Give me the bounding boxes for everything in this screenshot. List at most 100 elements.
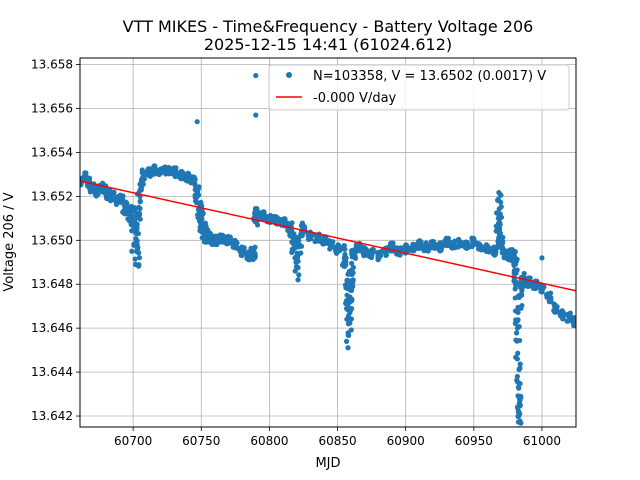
- data-point-cluster: [183, 170, 192, 184]
- data-point: [518, 283, 524, 289]
- data-point: [410, 241, 416, 247]
- data-point: [346, 299, 352, 306]
- data-point: [132, 256, 138, 262]
- data-point-cluster: [421, 240, 431, 254]
- data-point: [484, 248, 490, 255]
- data-point: [514, 373, 521, 380]
- data-point: [422, 246, 429, 252]
- y-tick-label: 13.650: [31, 233, 73, 247]
- x-tick-label: 60950: [455, 434, 493, 448]
- data-point: [333, 250, 340, 256]
- data-point: [301, 225, 308, 231]
- data-point-cluster: [496, 234, 506, 255]
- data-point: [202, 220, 208, 226]
- x-tick-label: 60800: [250, 434, 288, 448]
- data-point: [397, 246, 403, 252]
- data-point-cluster: [143, 166, 153, 179]
- data-point-cluster: [224, 233, 233, 247]
- data-point: [163, 171, 169, 177]
- data-point: [141, 175, 147, 181]
- data-point: [573, 321, 576, 328]
- data-point: [451, 245, 457, 251]
- data-point: [91, 185, 98, 191]
- data-point: [497, 236, 504, 242]
- data-point: [239, 252, 245, 259]
- data-point-cluster: [475, 241, 486, 253]
- data-point: [83, 176, 90, 182]
- data-point: [217, 235, 223, 241]
- data-point: [515, 405, 521, 411]
- data-point: [296, 272, 302, 278]
- y-tick-label: 13.652: [31, 189, 73, 203]
- data-point: [350, 279, 356, 286]
- data-point: [493, 244, 499, 250]
- data-point: [512, 286, 518, 292]
- data-point: [133, 214, 140, 220]
- data-point: [515, 350, 521, 356]
- data-points: [80, 72, 576, 427]
- data-point: [521, 270, 527, 277]
- data-point: [517, 361, 523, 367]
- data-point: [93, 193, 99, 199]
- data-point: [135, 230, 141, 237]
- data-point: [552, 302, 558, 308]
- data-point: [532, 285, 538, 292]
- data-point: [437, 246, 443, 252]
- data-point: [179, 168, 185, 175]
- data-point-cluster: [188, 174, 198, 188]
- data-point: [326, 238, 332, 244]
- data-point: [137, 205, 143, 212]
- data-point-cluster: [237, 244, 247, 259]
- data-point: [195, 193, 201, 199]
- data-point: [471, 239, 477, 245]
- data-point-cluster: [462, 239, 472, 251]
- data-point: [367, 248, 374, 254]
- data-point-cluster: [570, 315, 576, 329]
- data-point: [163, 167, 169, 173]
- data-point-cluster: [325, 238, 336, 252]
- data-point: [497, 220, 503, 226]
- data-point: [139, 167, 145, 173]
- data-point-cluster: [490, 244, 499, 258]
- data-point: [515, 419, 521, 425]
- data-point: [212, 239, 218, 246]
- data-point: [298, 250, 304, 256]
- data-point: [516, 413, 522, 419]
- data-point: [171, 165, 177, 171]
- data-point: [359, 247, 366, 253]
- data-point-cluster: [448, 238, 459, 251]
- data-point: [498, 199, 504, 205]
- data-point: [136, 255, 143, 261]
- data-point: [192, 176, 198, 183]
- legend-marker-points: [286, 72, 292, 78]
- data-point-cluster: [312, 231, 322, 245]
- data-point: [507, 254, 513, 260]
- data-point: [514, 318, 521, 324]
- data-point: [516, 323, 522, 330]
- data-point-cluster: [346, 260, 356, 289]
- data-point: [171, 169, 177, 175]
- y-tick-label: 13.654: [31, 145, 73, 159]
- data-point: [308, 232, 314, 239]
- data-point: [517, 398, 523, 404]
- data-point: [516, 385, 522, 391]
- data-point: [514, 338, 520, 344]
- data-point-cluster: [530, 278, 540, 292]
- data-point: [224, 238, 230, 245]
- data-point: [137, 216, 143, 222]
- data-point: [496, 189, 502, 196]
- x-tick-label: 61000: [523, 434, 561, 448]
- data-point: [456, 236, 462, 242]
- data-point: [188, 177, 194, 184]
- data-point: [349, 249, 355, 255]
- data-point-cluster: [124, 206, 134, 225]
- data-point-cluster: [339, 243, 349, 269]
- data-point: [571, 317, 576, 323]
- data-point: [514, 267, 520, 273]
- data-point: [342, 246, 348, 252]
- data-point: [354, 243, 360, 249]
- data-point-cluster: [557, 308, 566, 322]
- data-point: [515, 304, 521, 310]
- data-point: [274, 217, 280, 223]
